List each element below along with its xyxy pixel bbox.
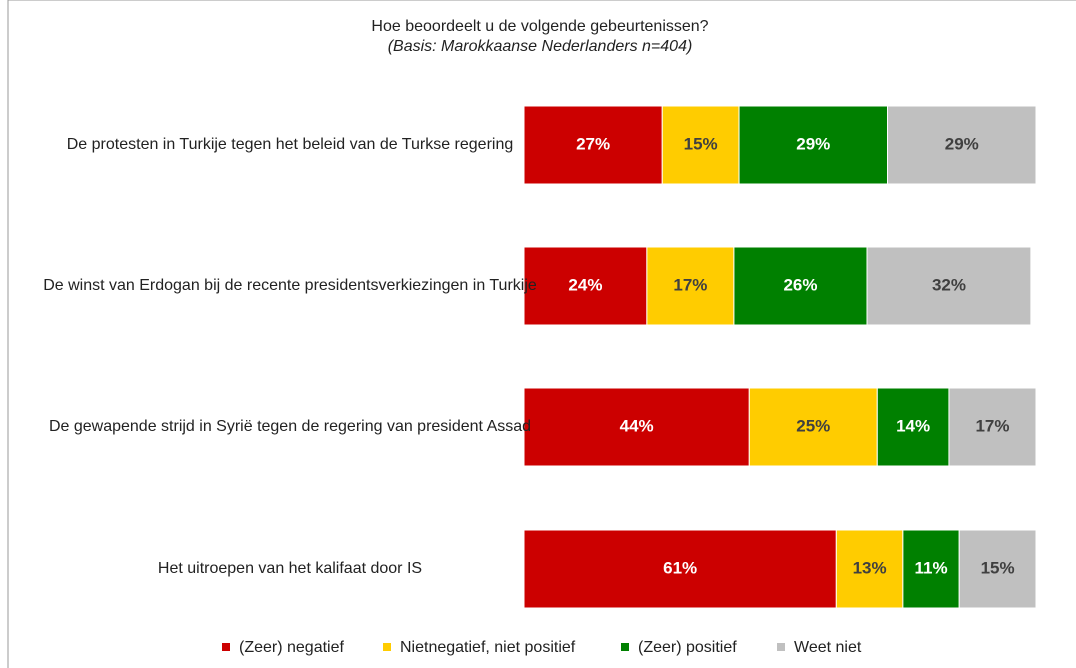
data-label: 14% xyxy=(896,416,930,435)
legend-swatch xyxy=(777,643,785,651)
bar-segment xyxy=(748,387,878,467)
legend-swatch xyxy=(222,643,230,651)
bar-segment xyxy=(958,529,1037,609)
bar-segment xyxy=(887,105,1037,185)
legend-label: (Zeer) positief xyxy=(638,639,737,656)
legend-label: (Zeer) negatief xyxy=(239,639,344,656)
chart-frame xyxy=(7,0,1076,668)
data-label: 25% xyxy=(796,416,830,435)
bar-segment xyxy=(876,387,950,467)
category-label: De protesten in Turkije tegen het beleid… xyxy=(66,136,514,153)
data-label: 17% xyxy=(975,416,1009,435)
bar-segment xyxy=(835,529,904,609)
data-label: 32% xyxy=(932,275,966,294)
data-label: 29% xyxy=(796,134,830,153)
category-label: De gewapende strijd in Syrië tegen de re… xyxy=(48,418,532,435)
data-label: 11% xyxy=(914,558,947,577)
legend-label: Weet niet xyxy=(794,639,862,656)
legend-swatch xyxy=(621,643,629,651)
data-label: 26% xyxy=(783,275,817,294)
data-label: 29% xyxy=(945,134,979,153)
data-label: 61% xyxy=(663,558,697,577)
data-label: 44% xyxy=(620,416,654,435)
data-label: 13% xyxy=(853,558,887,577)
data-label: 24% xyxy=(568,275,602,294)
chart-subtitle: (Basis: Marokkaanse Nederlanders n=404) xyxy=(388,38,693,55)
bar-segment xyxy=(738,105,889,185)
bar-segment xyxy=(948,387,1037,467)
legend-swatch xyxy=(383,643,391,651)
bar-segment xyxy=(523,105,663,185)
legend-label: Nietnegatief, niet positief xyxy=(400,639,576,656)
category-label: Het uitroepen van het kalifaat door IS xyxy=(157,560,423,577)
bar-segment xyxy=(733,246,868,326)
bar-segment xyxy=(523,387,750,467)
bar-segment xyxy=(646,246,735,326)
data-label: 17% xyxy=(673,275,707,294)
bar-segment xyxy=(523,246,648,326)
category-label: De winst van Erdogan bij de recente pres… xyxy=(43,277,537,294)
chart-title: Hoe beoordeelt u de volgende gebeurtenis… xyxy=(371,18,708,35)
bar-segment xyxy=(902,529,960,609)
bar-segment xyxy=(523,529,837,609)
bar-segment xyxy=(866,246,1032,326)
bar-segment xyxy=(661,105,740,185)
data-label: 27% xyxy=(576,134,610,153)
data-label: 15% xyxy=(684,134,718,153)
data-label: 15% xyxy=(981,558,1015,577)
